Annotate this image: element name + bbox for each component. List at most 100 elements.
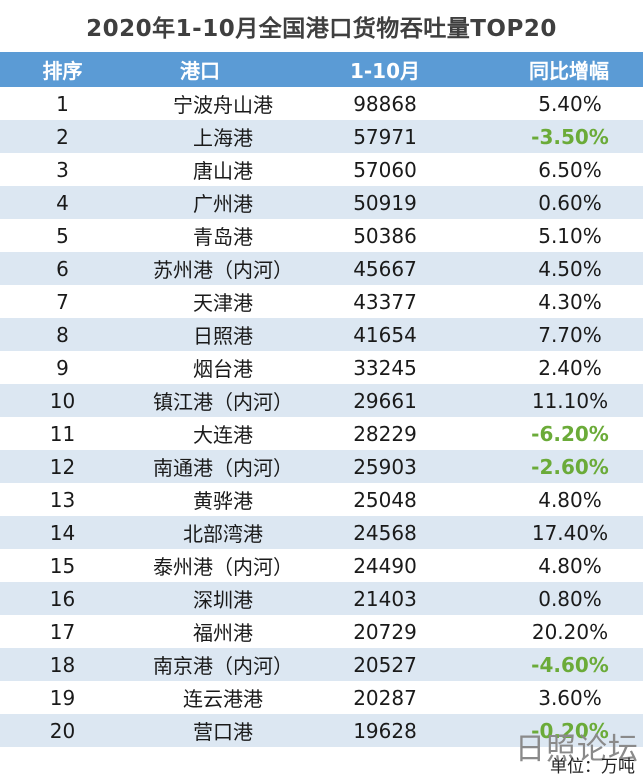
change-cell: 0.80% bbox=[538, 586, 602, 611]
rank-cell: 17 bbox=[49, 619, 76, 644]
volume-cell: 43377 bbox=[353, 289, 417, 314]
port-cell: 唐山港 bbox=[193, 159, 253, 183]
port-cell: 大连港 bbox=[193, 423, 253, 447]
change-cell: -2.60% bbox=[531, 454, 609, 479]
change-cell: 4.80% bbox=[538, 487, 602, 512]
rank-cell: 5 bbox=[56, 223, 69, 248]
rank-cell: 10 bbox=[49, 388, 76, 413]
table-row: 17 福州港 20729 20.20% bbox=[0, 615, 643, 648]
port-cell: 上海港 bbox=[193, 126, 253, 150]
rank-cell: 12 bbox=[49, 454, 76, 479]
rank-cell: 4 bbox=[56, 190, 69, 215]
volume-cell: 24568 bbox=[353, 520, 417, 545]
rank-cell: 6 bbox=[56, 256, 69, 281]
table-row: 12 南通港（内河） 25903 -2.60% bbox=[0, 450, 643, 483]
brand-watermark: 日照论坛 bbox=[515, 732, 639, 767]
table-row: 10 镇江港（内河） 29661 11.10% bbox=[0, 384, 643, 417]
change-cell: -6.20% bbox=[531, 421, 609, 446]
table-row: 6 苏州港（内河） 45667 4.50% bbox=[0, 252, 643, 285]
table-row: 1 宁波舟山港 98868 5.40% bbox=[0, 87, 643, 120]
volume-cell: 24490 bbox=[353, 553, 417, 578]
volume-cell: 25048 bbox=[353, 487, 417, 512]
port-cell: 苏州港（内河） bbox=[153, 258, 293, 282]
change-cell: -3.50% bbox=[531, 124, 609, 149]
port-cell: 青岛港 bbox=[193, 225, 253, 249]
change-cell: 4.30% bbox=[538, 289, 602, 314]
table-header: 排序 港口 1-10月 同比增幅 bbox=[0, 52, 643, 87]
port-cell: 营口港 bbox=[193, 720, 253, 744]
change-cell: -0.20% bbox=[531, 718, 609, 743]
rank-cell: 8 bbox=[56, 322, 69, 347]
rank-cell: 18 bbox=[49, 652, 76, 677]
table-row: 11 大连港 28229 -6.20% bbox=[0, 417, 643, 450]
volume-cell: 41654 bbox=[353, 322, 417, 347]
change-cell: 3.60% bbox=[538, 685, 602, 710]
change-cell: 4.80% bbox=[538, 553, 602, 578]
table-row: 9 烟台港 33245 2.40% bbox=[0, 351, 643, 384]
table-row: 19 连云港港 20287 3.60% bbox=[0, 681, 643, 714]
port-cell: 镇江港（内河） bbox=[153, 390, 293, 414]
rank-cell: 1 bbox=[56, 91, 69, 116]
table-row: 4 广州港 50919 0.60% bbox=[0, 186, 643, 219]
change-cell: -4.60% bbox=[531, 652, 609, 677]
header-rank: 排序 bbox=[42, 59, 83, 83]
header-port: 港口 bbox=[180, 59, 220, 83]
port-cell: 南通港（内河） bbox=[153, 456, 293, 480]
port-cell: 日照港 bbox=[193, 324, 253, 348]
change-cell: 20.20% bbox=[531, 619, 609, 644]
rank-cell: 20 bbox=[49, 718, 76, 743]
change-cell: 4.50% bbox=[538, 256, 602, 281]
volume-cell: 45667 bbox=[353, 256, 417, 281]
port-cell: 黄骅港 bbox=[193, 489, 253, 513]
port-cell: 宁波舟山港 bbox=[173, 93, 273, 117]
volume-cell: 50386 bbox=[353, 223, 417, 248]
table-row: 18 南京港（内河） 20527 -4.60% bbox=[0, 648, 643, 681]
port-cell: 北部湾港 bbox=[183, 522, 263, 546]
port-cell: 泰州港（内河） bbox=[153, 555, 293, 579]
unit-note: 单位：万吨 bbox=[550, 757, 635, 777]
change-cell: 7.70% bbox=[538, 322, 602, 347]
header-volume: 1-10月 bbox=[349, 59, 421, 83]
port-cell: 烟台港 bbox=[193, 357, 253, 381]
rank-cell: 9 bbox=[56, 355, 69, 380]
change-cell: 2.40% bbox=[538, 355, 602, 380]
rank-cell: 7 bbox=[56, 289, 69, 314]
volume-cell: 20527 bbox=[353, 652, 417, 677]
rank-cell: 11 bbox=[49, 421, 76, 446]
port-cell: 南京港（内河） bbox=[153, 654, 293, 678]
table-row: 20 营口港 19628 -0.20% bbox=[0, 714, 643, 747]
change-cell: 5.10% bbox=[538, 223, 602, 248]
change-cell: 0.60% bbox=[538, 190, 602, 215]
port-cell: 连云港港 bbox=[183, 687, 263, 711]
change-cell: 17.40% bbox=[531, 520, 609, 545]
volume-cell: 29661 bbox=[353, 388, 417, 413]
rank-cell: 15 bbox=[49, 553, 76, 578]
change-cell: 6.50% bbox=[538, 157, 602, 182]
volume-cell: 20729 bbox=[353, 619, 417, 644]
volume-cell: 57060 bbox=[353, 157, 417, 182]
table-row: 3 唐山港 57060 6.50% bbox=[0, 153, 643, 186]
rank-cell: 14 bbox=[49, 520, 76, 545]
table-row: 5 青岛港 50386 5.10% bbox=[0, 219, 643, 252]
table-row: 7 天津港 43377 4.30% bbox=[0, 285, 643, 318]
volume-cell: 98868 bbox=[353, 91, 417, 116]
volume-cell: 33245 bbox=[353, 355, 417, 380]
change-cell: 5.40% bbox=[538, 91, 602, 116]
rank-cell: 16 bbox=[49, 586, 76, 611]
rank-cell: 19 bbox=[49, 685, 76, 710]
rank-cell: 3 bbox=[56, 157, 69, 182]
page-title: 2020年1-10月全国港口货物吞吐量TOP20 bbox=[86, 16, 557, 42]
header-change: 同比增幅 bbox=[529, 59, 609, 83]
table-row: 14 北部湾港 24568 17.40% bbox=[0, 516, 643, 549]
volume-cell: 21403 bbox=[353, 586, 417, 611]
volume-cell: 25903 bbox=[353, 454, 417, 479]
volume-cell: 57971 bbox=[353, 124, 417, 149]
port-cell: 广州港 bbox=[193, 192, 253, 216]
table-row: 8 日照港 41654 7.70% bbox=[0, 318, 643, 351]
rank-cell: 13 bbox=[49, 487, 76, 512]
volume-cell: 19628 bbox=[353, 718, 417, 743]
table-row: 16 深圳港 21403 0.80% bbox=[0, 582, 643, 615]
volume-cell: 20287 bbox=[353, 685, 417, 710]
port-cell: 深圳港 bbox=[193, 588, 253, 612]
table-row: 2 上海港 57971 -3.50% bbox=[0, 120, 643, 153]
